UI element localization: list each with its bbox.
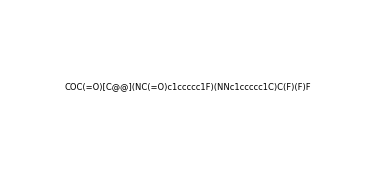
Text: COC(=O)[C@@](NC(=O)c1ccccc1F)(NNc1ccccc1C)C(F)(F)F: COC(=O)[C@@](NC(=O)c1ccccc1F)(NNc1ccccc1…	[64, 82, 311, 91]
